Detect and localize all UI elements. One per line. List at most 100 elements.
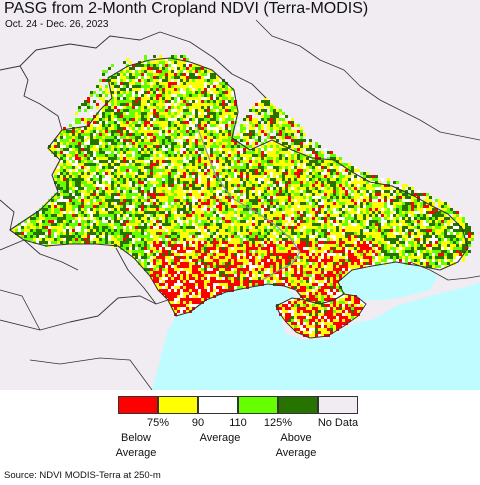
ndvi-pixel	[84, 148, 87, 151]
ndvi-pixel	[252, 148, 255, 151]
ndvi-pixel	[312, 214, 315, 217]
ndvi-pixel	[126, 226, 129, 229]
ndvi-pixel	[69, 157, 72, 160]
ndvi-pixel	[96, 106, 99, 109]
ndvi-pixel	[153, 148, 156, 151]
ndvi-pixel	[153, 223, 156, 226]
ndvi-pixel	[279, 124, 282, 127]
ndvi-pixel	[192, 130, 195, 133]
ndvi-pixel	[144, 172, 147, 175]
ndvi-pixel	[180, 202, 183, 205]
ndvi-pixel	[183, 187, 186, 190]
ndvi-pixel	[363, 208, 366, 211]
ndvi-pixel	[87, 229, 90, 232]
ndvi-pixel	[219, 205, 222, 208]
ndvi-pixel	[324, 205, 327, 208]
ndvi-pixel	[75, 223, 78, 226]
ndvi-pixel	[69, 178, 72, 181]
ndvi-pixel	[324, 214, 327, 217]
ndvi-pixel	[81, 154, 84, 157]
ndvi-pixel	[294, 202, 297, 205]
ndvi-pixel	[198, 145, 201, 148]
ndvi-pixel	[348, 199, 351, 202]
ndvi-pixel	[141, 94, 144, 97]
ndvi-pixel	[183, 175, 186, 178]
ndvi-pixel	[111, 169, 114, 172]
ndvi-pixel	[123, 202, 126, 205]
ndvi-pixel	[243, 217, 246, 220]
ndvi-pixel	[123, 76, 126, 79]
ndvi-pixel	[357, 205, 360, 208]
ndvi-pixel	[147, 112, 150, 115]
ndvi-pixel	[198, 211, 201, 214]
ndvi-pixel	[270, 226, 273, 229]
ndvi-pixel	[213, 79, 216, 82]
ndvi-pixel	[168, 103, 171, 106]
ndvi-pixel	[150, 181, 153, 184]
ndvi-pixel	[240, 163, 243, 166]
ndvi-pixel	[321, 172, 324, 175]
ndvi-pixel	[297, 226, 300, 229]
ndvi-pixel	[201, 166, 204, 169]
ndvi-pixel	[249, 193, 252, 196]
ndvi-pixel	[267, 160, 270, 163]
ndvi-pixel	[249, 172, 252, 175]
ndvi-pixel	[207, 94, 210, 97]
ndvi-pixel	[306, 202, 309, 205]
ndvi-pixel	[156, 223, 159, 226]
ndvi-pixel	[192, 208, 195, 211]
ndvi-pixel	[102, 136, 105, 139]
ndvi-pixel	[123, 109, 126, 112]
ndvi-pixel	[213, 88, 216, 91]
ndvi-pixel	[135, 94, 138, 97]
ndvi-pixel	[15, 229, 18, 232]
ndvi-pixel	[81, 211, 84, 214]
ndvi-pixel	[108, 100, 111, 103]
ndvi-pixel	[90, 187, 93, 190]
ndvi-pixel	[306, 220, 309, 223]
ndvi-pixel	[162, 181, 165, 184]
ndvi-pixel	[204, 202, 207, 205]
ndvi-pixel	[231, 109, 234, 112]
ndvi-pixel	[204, 205, 207, 208]
ndvi-pixel	[207, 172, 210, 175]
ndvi-pixel	[351, 220, 354, 223]
ndvi-pixel	[174, 139, 177, 142]
ndvi-pixel	[282, 145, 285, 148]
ndvi-pixel	[159, 121, 162, 124]
ndvi-pixel	[162, 85, 165, 88]
ndvi-pixel	[177, 160, 180, 163]
ndvi-pixel	[258, 217, 261, 220]
ndvi-pixel	[240, 145, 243, 148]
ndvi-pixel	[111, 115, 114, 118]
ndvi-pixel	[183, 133, 186, 136]
ndvi-pixel	[303, 178, 306, 181]
ndvi-pixel	[192, 97, 195, 100]
ndvi-pixel	[189, 73, 192, 76]
ndvi-pixel	[60, 148, 63, 151]
ndvi-pixel	[345, 178, 348, 181]
ndvi-pixel	[291, 130, 294, 133]
ndvi-pixel	[111, 151, 114, 154]
ndvi-pixel	[267, 169, 270, 172]
ndvi-pixel	[108, 184, 111, 187]
ndvi-pixel	[255, 124, 258, 127]
ndvi-pixel	[231, 211, 234, 214]
ndvi-pixel	[48, 226, 51, 229]
ndvi-pixel	[165, 163, 168, 166]
ndvi-pixel	[255, 103, 258, 106]
ndvi-pixel	[294, 226, 297, 229]
ndvi-pixel	[396, 208, 399, 211]
ndvi-pixel	[81, 118, 84, 121]
ndvi-pixel	[114, 103, 117, 106]
ndvi-pixel	[162, 91, 165, 94]
ndvi-pixel	[162, 139, 165, 142]
ndvi-pixel	[180, 148, 183, 151]
ndvi-pixel	[255, 217, 258, 220]
ndvi-pixel	[201, 223, 204, 226]
ndvi-pixel	[276, 187, 279, 190]
ndvi-pixel	[201, 67, 204, 70]
ndvi-pixel	[270, 214, 273, 217]
ndvi-pixel	[192, 193, 195, 196]
ndvi-pixel	[273, 175, 276, 178]
